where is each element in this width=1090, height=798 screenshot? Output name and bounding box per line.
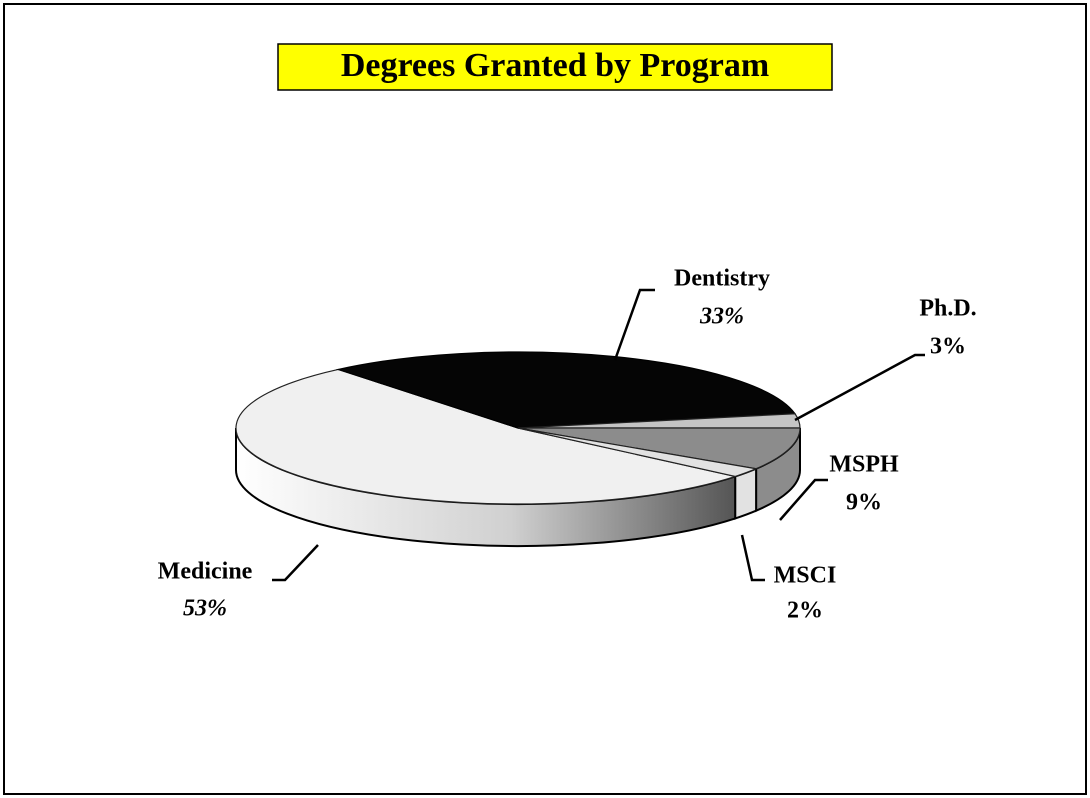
slice-label: MSCI <box>774 563 837 589</box>
labels: Medicine 53% Dentistry 33% Ph.D. 3% MSPH 9% MSCI… <box>158 266 977 624</box>
leader-line <box>613 288 655 361</box>
slice-label: Dentistry <box>674 266 770 292</box>
pie-sides <box>235 427 801 547</box>
slice-value-label: 3% <box>930 334 966 360</box>
leader-line <box>272 544 319 582</box>
leader-line <box>779 478 828 521</box>
slice <box>517 427 759 478</box>
slice-side <box>734 467 758 520</box>
slice-label: Ph.D. <box>919 296 976 322</box>
slice-value-label: 9% <box>846 490 882 516</box>
chart-title: Degrees Granted by Program <box>341 47 769 84</box>
slice-value-label: 33% <box>699 304 744 330</box>
title-box <box>277 43 833 91</box>
pie-top <box>235 351 801 505</box>
slice <box>235 368 738 505</box>
slice-value-label: 53% <box>183 596 227 622</box>
leader-line <box>740 534 765 582</box>
leader-line <box>794 353 925 422</box>
slice-label: MSPH <box>829 452 899 478</box>
slice-value-label: 2% <box>787 598 823 624</box>
slice-label: Medicine <box>158 559 253 585</box>
slice <box>517 427 801 470</box>
slice <box>335 351 797 429</box>
